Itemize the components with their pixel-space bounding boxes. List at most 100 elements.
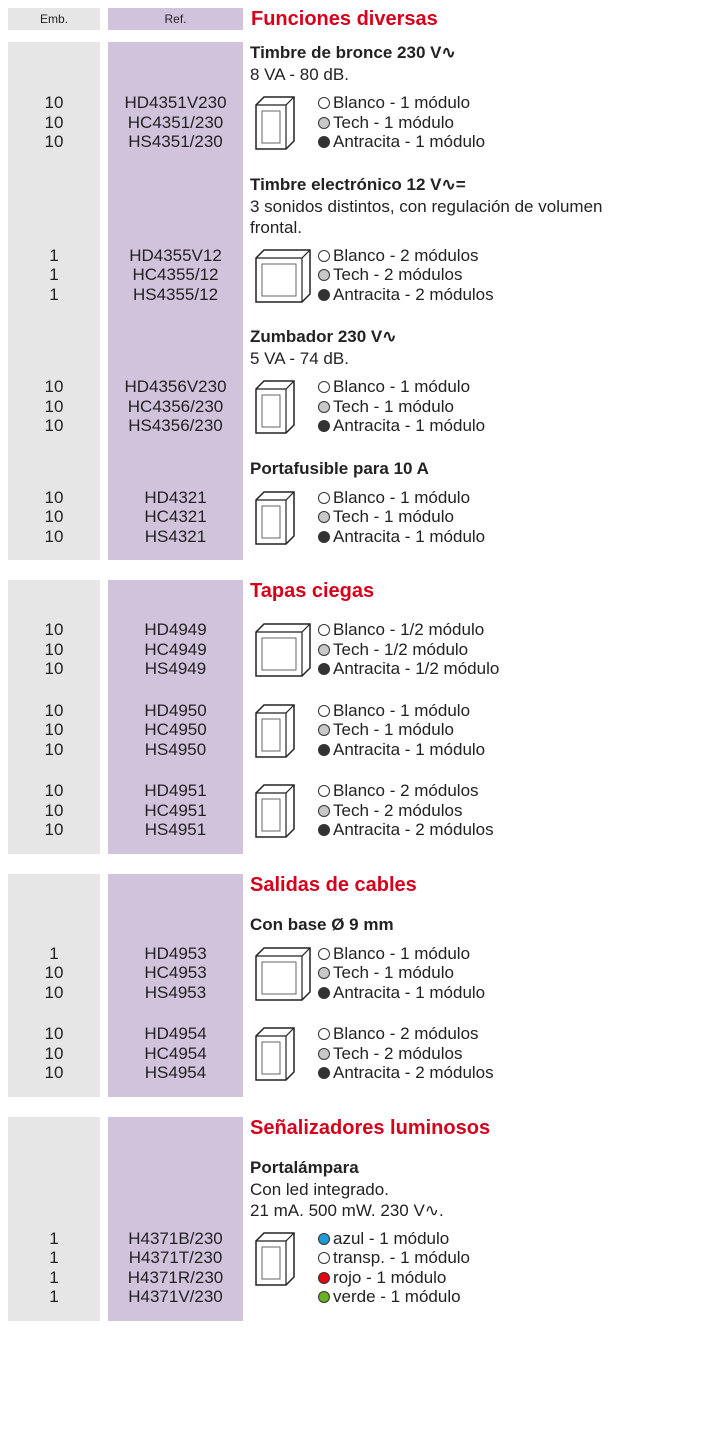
product-rows: 1 HD4355V12 Blanco - 2 módulos 1 HC4355/12 Te… xyxy=(8,246,702,305)
finish: Tech - 2 módulos xyxy=(318,801,702,821)
ref: HC4321 xyxy=(144,507,207,526)
product-row: 1 HD4355V12 Blanco - 2 módulos xyxy=(8,246,702,266)
finish: rojo - 1 módulo xyxy=(318,1268,702,1288)
product-title: Portalámpara xyxy=(250,1157,359,1177)
product-group: Timbre electrónico 12 V∿= 3 sonidos disti… xyxy=(8,174,702,305)
ref: HC4355/12 xyxy=(132,265,219,284)
ref: H4371R/230 xyxy=(127,1267,224,1287)
product-title: Zumbador 230 V∿ xyxy=(250,327,397,346)
finish: Blanco - 1/2 módulo xyxy=(318,620,702,640)
emb: 1 xyxy=(49,943,59,963)
spacer xyxy=(243,820,250,840)
finish: Antracita - 2 módulos xyxy=(318,820,702,840)
emb: 1 xyxy=(49,1228,59,1248)
product-group: Timbre de bronce 230 V∿ 8 VA - 80 dB. 10 H… xyxy=(8,42,702,152)
product-rows: 10 HD4356V230 Blanco - 1 módulo 10 HC4356/23… xyxy=(8,377,702,436)
product-row: 1 HD4953 Blanco - 1 módulo xyxy=(8,944,702,964)
spacer xyxy=(100,113,108,133)
product-row: 1 HC4355/12 Tech - 2 módulos xyxy=(8,265,702,285)
product-rows: 10 HD4321 Blanco - 1 módulo 10 HC4321 Tech - … xyxy=(8,488,702,547)
product-rows: 10 HD4951 Blanco - 2 módulos 10 HC4951 Tech -… xyxy=(8,781,702,840)
spacer xyxy=(243,801,250,821)
finish-label: Antracita - 2 módulos xyxy=(333,284,494,304)
finish: Blanco - 2 módulos xyxy=(318,781,702,801)
finish: Antracita - 1/2 módulo xyxy=(318,659,702,679)
product-row: 10 HD4356V230 Blanco - 1 módulo xyxy=(8,377,702,397)
spacer xyxy=(243,132,250,152)
color-dot xyxy=(318,1047,330,1060)
emb: 10 xyxy=(44,1024,64,1043)
section-title: Tapas ciegas xyxy=(250,580,375,602)
finish-label: Tech - 2 módulos xyxy=(333,265,463,284)
finish-label: Antracita - 1/2 módulo xyxy=(333,659,500,678)
section: Señalizadores luminosos Portalámpara Con l… xyxy=(8,1116,702,1321)
finish-label: Blanco - 1 módulo xyxy=(333,93,471,112)
emb: 10 xyxy=(44,1063,64,1082)
emb: 10 xyxy=(44,820,64,839)
page: Emb. Ref. Funciones diversas Timbre de b… xyxy=(0,8,702,1431)
product-description: 8 VA - 80 dB. xyxy=(250,65,349,84)
product-row: 10 HC4356/230 Tech - 1 módulo xyxy=(8,397,702,417)
ref: HD4356V230 xyxy=(124,377,227,396)
product-group: Portafusible para 10 A 10 HD4321 Blanco - … xyxy=(8,458,702,547)
product-rows: 10 HD4949 Blanco - 1/2 módulo 10 HC4949 Tech … xyxy=(8,620,702,679)
product-row: 10 HS4321 Antracita - 1 módulo xyxy=(8,527,702,547)
finish-label: Tech - 1 módulo xyxy=(333,963,454,982)
finish: Tech - 1 módulo xyxy=(318,507,702,527)
finish: Tech - 2 módulos xyxy=(318,1044,702,1064)
spacer xyxy=(243,620,250,640)
product-image xyxy=(255,946,311,1001)
finish: Antracita - 1 módulo xyxy=(318,132,702,152)
product-row: 10 HS4954 Antracita - 2 módulos xyxy=(8,1063,702,1083)
spacer xyxy=(243,113,250,133)
spacer xyxy=(100,1287,108,1307)
finish: Antracita - 1 módulo xyxy=(318,983,702,1003)
product-row: 10 HS4950 Antracita - 1 módulo xyxy=(8,740,702,760)
finish-label: Blanco - 2 módulos xyxy=(333,245,479,265)
ref: HS4951 xyxy=(144,820,207,839)
finish: Blanco - 2 módulos xyxy=(318,246,702,266)
emb: 1 xyxy=(49,265,59,284)
ref: H4371T/230 xyxy=(128,1248,223,1267)
product-row: 1 H4371R/230 rojo - 1 módulo xyxy=(8,1268,702,1288)
product-image xyxy=(255,96,295,150)
spacer xyxy=(100,1044,108,1064)
spacer xyxy=(100,720,108,740)
emb: 1 xyxy=(49,284,59,304)
product-row: 1 H4371V/230 verde - 1 módulo xyxy=(8,1287,702,1307)
spacer xyxy=(100,1248,108,1268)
product-row: 10 HS4351/230 Antracita - 1 módulo xyxy=(8,132,702,152)
spacer xyxy=(243,246,250,266)
emb: 10 xyxy=(44,639,64,659)
finish: Antracita - 1 módulo xyxy=(318,416,702,436)
spacer xyxy=(243,659,250,679)
color-dot xyxy=(318,643,330,656)
finish-label: Blanco - 1 módulo xyxy=(333,700,471,720)
spacer xyxy=(243,983,250,1003)
color-dot xyxy=(318,381,330,393)
spacer xyxy=(243,701,250,721)
product-row: 10 HC4321 Tech - 1 módulo xyxy=(8,507,702,527)
finish: Blanco - 1 módulo xyxy=(318,93,702,113)
finish: Antracita - 1 módulo xyxy=(318,740,702,760)
finish-label: Antracita - 2 módulos xyxy=(333,1063,494,1082)
product-group: Zumbador 230 V∿ 5 VA - 74 dB. 10 HD4356V23… xyxy=(8,326,702,436)
product-group: 10 HD4951 Blanco - 2 módulos 10 HC4951 Tech -… xyxy=(8,781,702,840)
spacer xyxy=(100,801,108,821)
product-row: 10 HD4321 Blanco - 1 módulo xyxy=(8,488,702,508)
product-rows: 1 HD4953 Blanco - 1 módulo 10 HC4953 Tech - 1… xyxy=(8,944,702,1003)
finish-label: Antracita - 1 módulo xyxy=(333,416,486,435)
spacer xyxy=(100,416,108,436)
header: Emb. Ref. Funciones diversas xyxy=(8,8,702,30)
spacer xyxy=(100,397,108,417)
spacer xyxy=(243,488,250,508)
ref: HD4355V12 xyxy=(129,245,222,265)
color-dot xyxy=(318,724,330,736)
finish-label: Blanco - 2 módulos xyxy=(333,1024,479,1043)
color-dot xyxy=(318,400,330,413)
spacer xyxy=(243,1229,250,1249)
finish: Blanco - 2 módulos xyxy=(318,1024,702,1044)
product-row: 10 HC4351/230 Tech - 1 módulo xyxy=(8,113,702,133)
ref: HC4950 xyxy=(144,720,207,739)
finish-label: Blanco - 1 módulo xyxy=(333,943,471,963)
